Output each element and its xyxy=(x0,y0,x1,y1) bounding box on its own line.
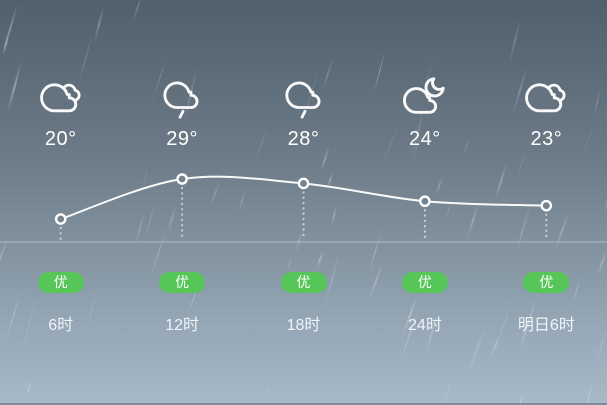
forecast-column[interactable]: 20° 优 6时 xyxy=(0,0,121,405)
cloudy-night-icon xyxy=(402,73,448,119)
forecast-column[interactable]: 28° 优 18时 xyxy=(243,0,364,405)
aqi-badge[interactable]: 优 xyxy=(523,272,570,293)
aqi-badge[interactable]: 优 xyxy=(37,272,84,293)
overcast-clouds-icon xyxy=(523,73,569,119)
temperature-label: 28° xyxy=(287,128,320,150)
aqi-badge[interactable]: 优 xyxy=(280,272,327,293)
time-label: 6时 xyxy=(48,317,74,334)
time-label: 18时 xyxy=(286,317,321,334)
forecast-column[interactable]: 23° 优 明日6时 xyxy=(486,0,607,405)
aqi-badge[interactable]: 优 xyxy=(159,272,206,293)
temperature-label: 24° xyxy=(409,128,441,150)
aqi-badge[interactable]: 优 xyxy=(401,272,448,293)
temperature-label: 20° xyxy=(44,128,77,150)
forecast-column[interactable]: 29° 优 12时 xyxy=(121,0,242,405)
time-label: 明日6时 xyxy=(517,317,575,334)
overcast-clouds-icon xyxy=(38,73,84,119)
temperature-label: 29° xyxy=(166,128,198,150)
temperature-label: 23° xyxy=(530,128,563,150)
time-label: 12时 xyxy=(165,317,200,334)
time-label: 24时 xyxy=(408,317,442,334)
light-rain-icon xyxy=(281,73,327,119)
light-rain-icon xyxy=(159,73,205,119)
forecast-column[interactable]: 24° 优 24时 xyxy=(364,0,485,405)
